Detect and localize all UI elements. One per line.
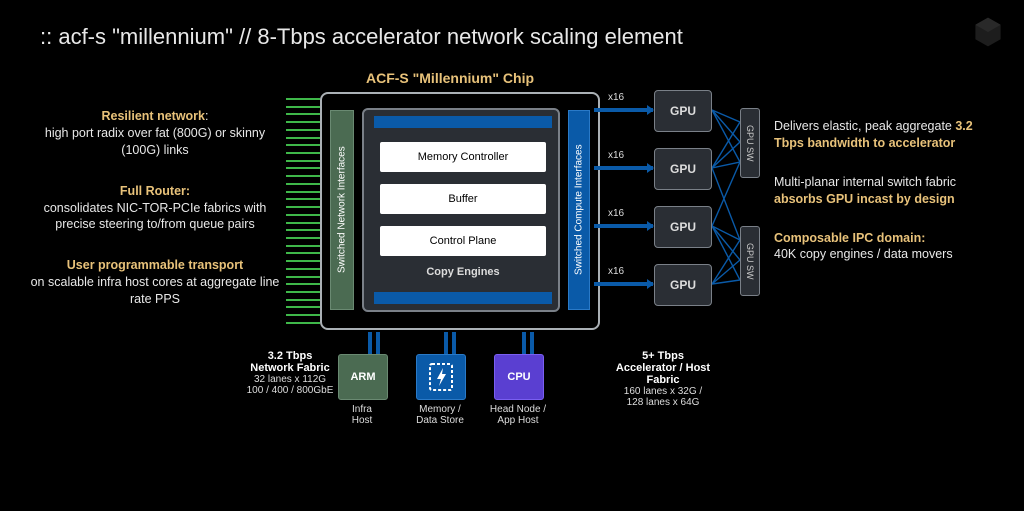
gpu-block: GPU xyxy=(654,90,712,132)
pin xyxy=(286,98,320,100)
gpu-switch-top: GPU SW xyxy=(740,108,760,178)
feature-title: Resilient network xyxy=(102,109,206,123)
feature-desc: consolidates NIC-TOR-PCIe fabrics with p… xyxy=(44,201,267,232)
memory-controller-block: Memory Controller xyxy=(380,142,546,172)
feature-title: User programmable transport xyxy=(67,258,243,272)
gpu-link xyxy=(594,166,653,170)
switched-network-interfaces: Switched Network Interfaces xyxy=(330,110,354,310)
pin xyxy=(286,306,320,308)
lane-label: x16 xyxy=(608,208,624,219)
feature-ipc-domain: Composable IPC domain: 40K copy engines … xyxy=(774,230,1004,264)
chip-top-bus xyxy=(374,116,552,128)
network-pins xyxy=(286,98,320,324)
right-feature-column: Delivers elastic, peak aggregate 3.2 Tbp… xyxy=(774,118,1004,285)
infra-host-label: Infra Host xyxy=(330,404,394,426)
feature-incast: Multi-planar internal switch fabric abso… xyxy=(774,174,1004,208)
gpu-switch-bottom: GPU SW xyxy=(740,226,760,296)
accelerator-fabric-label: 5+ Tbps Accelerator / Host Fabric 160 la… xyxy=(598,350,728,408)
cpu-head-node-block: CPU xyxy=(494,354,544,400)
feature-pre: Delivers elastic, peak aggregate xyxy=(774,119,955,133)
arm-infra-host-block: ARM xyxy=(338,354,388,400)
pin xyxy=(286,175,320,177)
pin xyxy=(286,222,320,224)
pin xyxy=(286,152,320,154)
pin xyxy=(286,252,320,254)
pin xyxy=(286,198,320,200)
chip-title: ACF-S "Millennium" Chip xyxy=(300,70,600,86)
network-fabric-label: 3.2 Tbps Network Fabric 32 lanes x 112G … xyxy=(240,350,340,396)
lane-label: x16 xyxy=(608,266,624,277)
pin xyxy=(286,167,320,169)
pin xyxy=(286,160,320,162)
feature-post: 40K copy engines / data movers xyxy=(774,247,953,261)
pin xyxy=(286,137,320,139)
fabric-title: 3.2 Tbps Network Fabric xyxy=(240,350,340,374)
pin xyxy=(286,113,320,115)
pin xyxy=(286,268,320,270)
chip-inner: Memory Controller Buffer Control Plane C… xyxy=(362,108,560,312)
pin xyxy=(286,260,320,262)
bottom-blocks: ARM CPU xyxy=(338,354,544,400)
gpu-block: GPU xyxy=(654,148,712,190)
pin xyxy=(286,121,320,123)
head-node-label: Head Node / App Host xyxy=(486,404,550,426)
pin xyxy=(286,206,320,208)
pin xyxy=(286,237,320,239)
chip-diagram: Switched Network Interfaces Memory Contr… xyxy=(298,90,768,490)
gpu-block: GPU xyxy=(654,264,712,306)
feature-full-router: Full Router: consolidates NIC-TOR-PCIe f… xyxy=(30,183,280,234)
control-plane-block: Control Plane xyxy=(380,226,546,256)
feature-bandwidth: Delivers elastic, peak aggregate 3.2 Tbp… xyxy=(774,118,1004,152)
lane-label: x16 xyxy=(608,150,624,161)
left-feature-column: Resilient network: high port radix over … xyxy=(30,108,280,332)
gpu-column: GPU GPU GPU GPU xyxy=(654,90,712,306)
chip-bottom-bus xyxy=(374,292,552,304)
gpu-fanout-lines xyxy=(712,90,740,320)
memory-lightning-icon xyxy=(428,362,454,392)
pin xyxy=(286,291,320,293)
buffer-block: Buffer xyxy=(380,184,546,214)
pin xyxy=(286,144,320,146)
fabric-sub: 160 lanes x 32G / 128 lanes x 64G xyxy=(598,386,728,408)
feature-bold: absorbs GPU incast by design xyxy=(774,192,955,206)
fabric-sub: 32 lanes x 112G 100 / 400 / 800GbE xyxy=(240,374,340,396)
pin xyxy=(286,283,320,285)
feature-bold: Composable IPC domain: xyxy=(774,231,925,245)
feature-title: Full Router: xyxy=(120,184,190,198)
memory-label: Memory / Data Store xyxy=(408,404,472,426)
pin xyxy=(286,191,320,193)
feature-desc: on scalable infra host cores at aggregat… xyxy=(31,275,280,306)
bottom-labels: Infra Host Memory / Data Store Head Node… xyxy=(330,404,550,426)
feature-programmable-transport: User programmable transport on scalable … xyxy=(30,257,280,308)
pin xyxy=(286,229,320,231)
pin xyxy=(286,322,320,324)
pin xyxy=(286,245,320,247)
brand-logo-icon xyxy=(970,14,1006,50)
gpu-link xyxy=(594,108,653,112)
feature-pre: Multi-planar internal switch fabric xyxy=(774,175,956,189)
feature-resilient-network: Resilient network: high port radix over … xyxy=(30,108,280,159)
pin xyxy=(286,214,320,216)
pin xyxy=(286,299,320,301)
gpu-link xyxy=(594,282,653,286)
gpu-link xyxy=(594,224,653,228)
page-title: :: acf-s "millennium" // 8-Tbps accelera… xyxy=(40,24,683,50)
memory-data-store-block xyxy=(416,354,466,400)
fabric-title: 5+ Tbps Accelerator / Host Fabric xyxy=(598,350,728,386)
lane-label: x16 xyxy=(608,92,624,103)
gpu-block: GPU xyxy=(654,206,712,248)
pin xyxy=(286,129,320,131)
pin xyxy=(286,106,320,108)
pin xyxy=(286,276,320,278)
switched-compute-interfaces: Switched Compute Interfaces xyxy=(568,110,590,310)
pin xyxy=(286,183,320,185)
pin xyxy=(286,314,320,316)
copy-engines-label: Copy Engines xyxy=(380,266,546,278)
bottom-connectors xyxy=(358,332,568,354)
